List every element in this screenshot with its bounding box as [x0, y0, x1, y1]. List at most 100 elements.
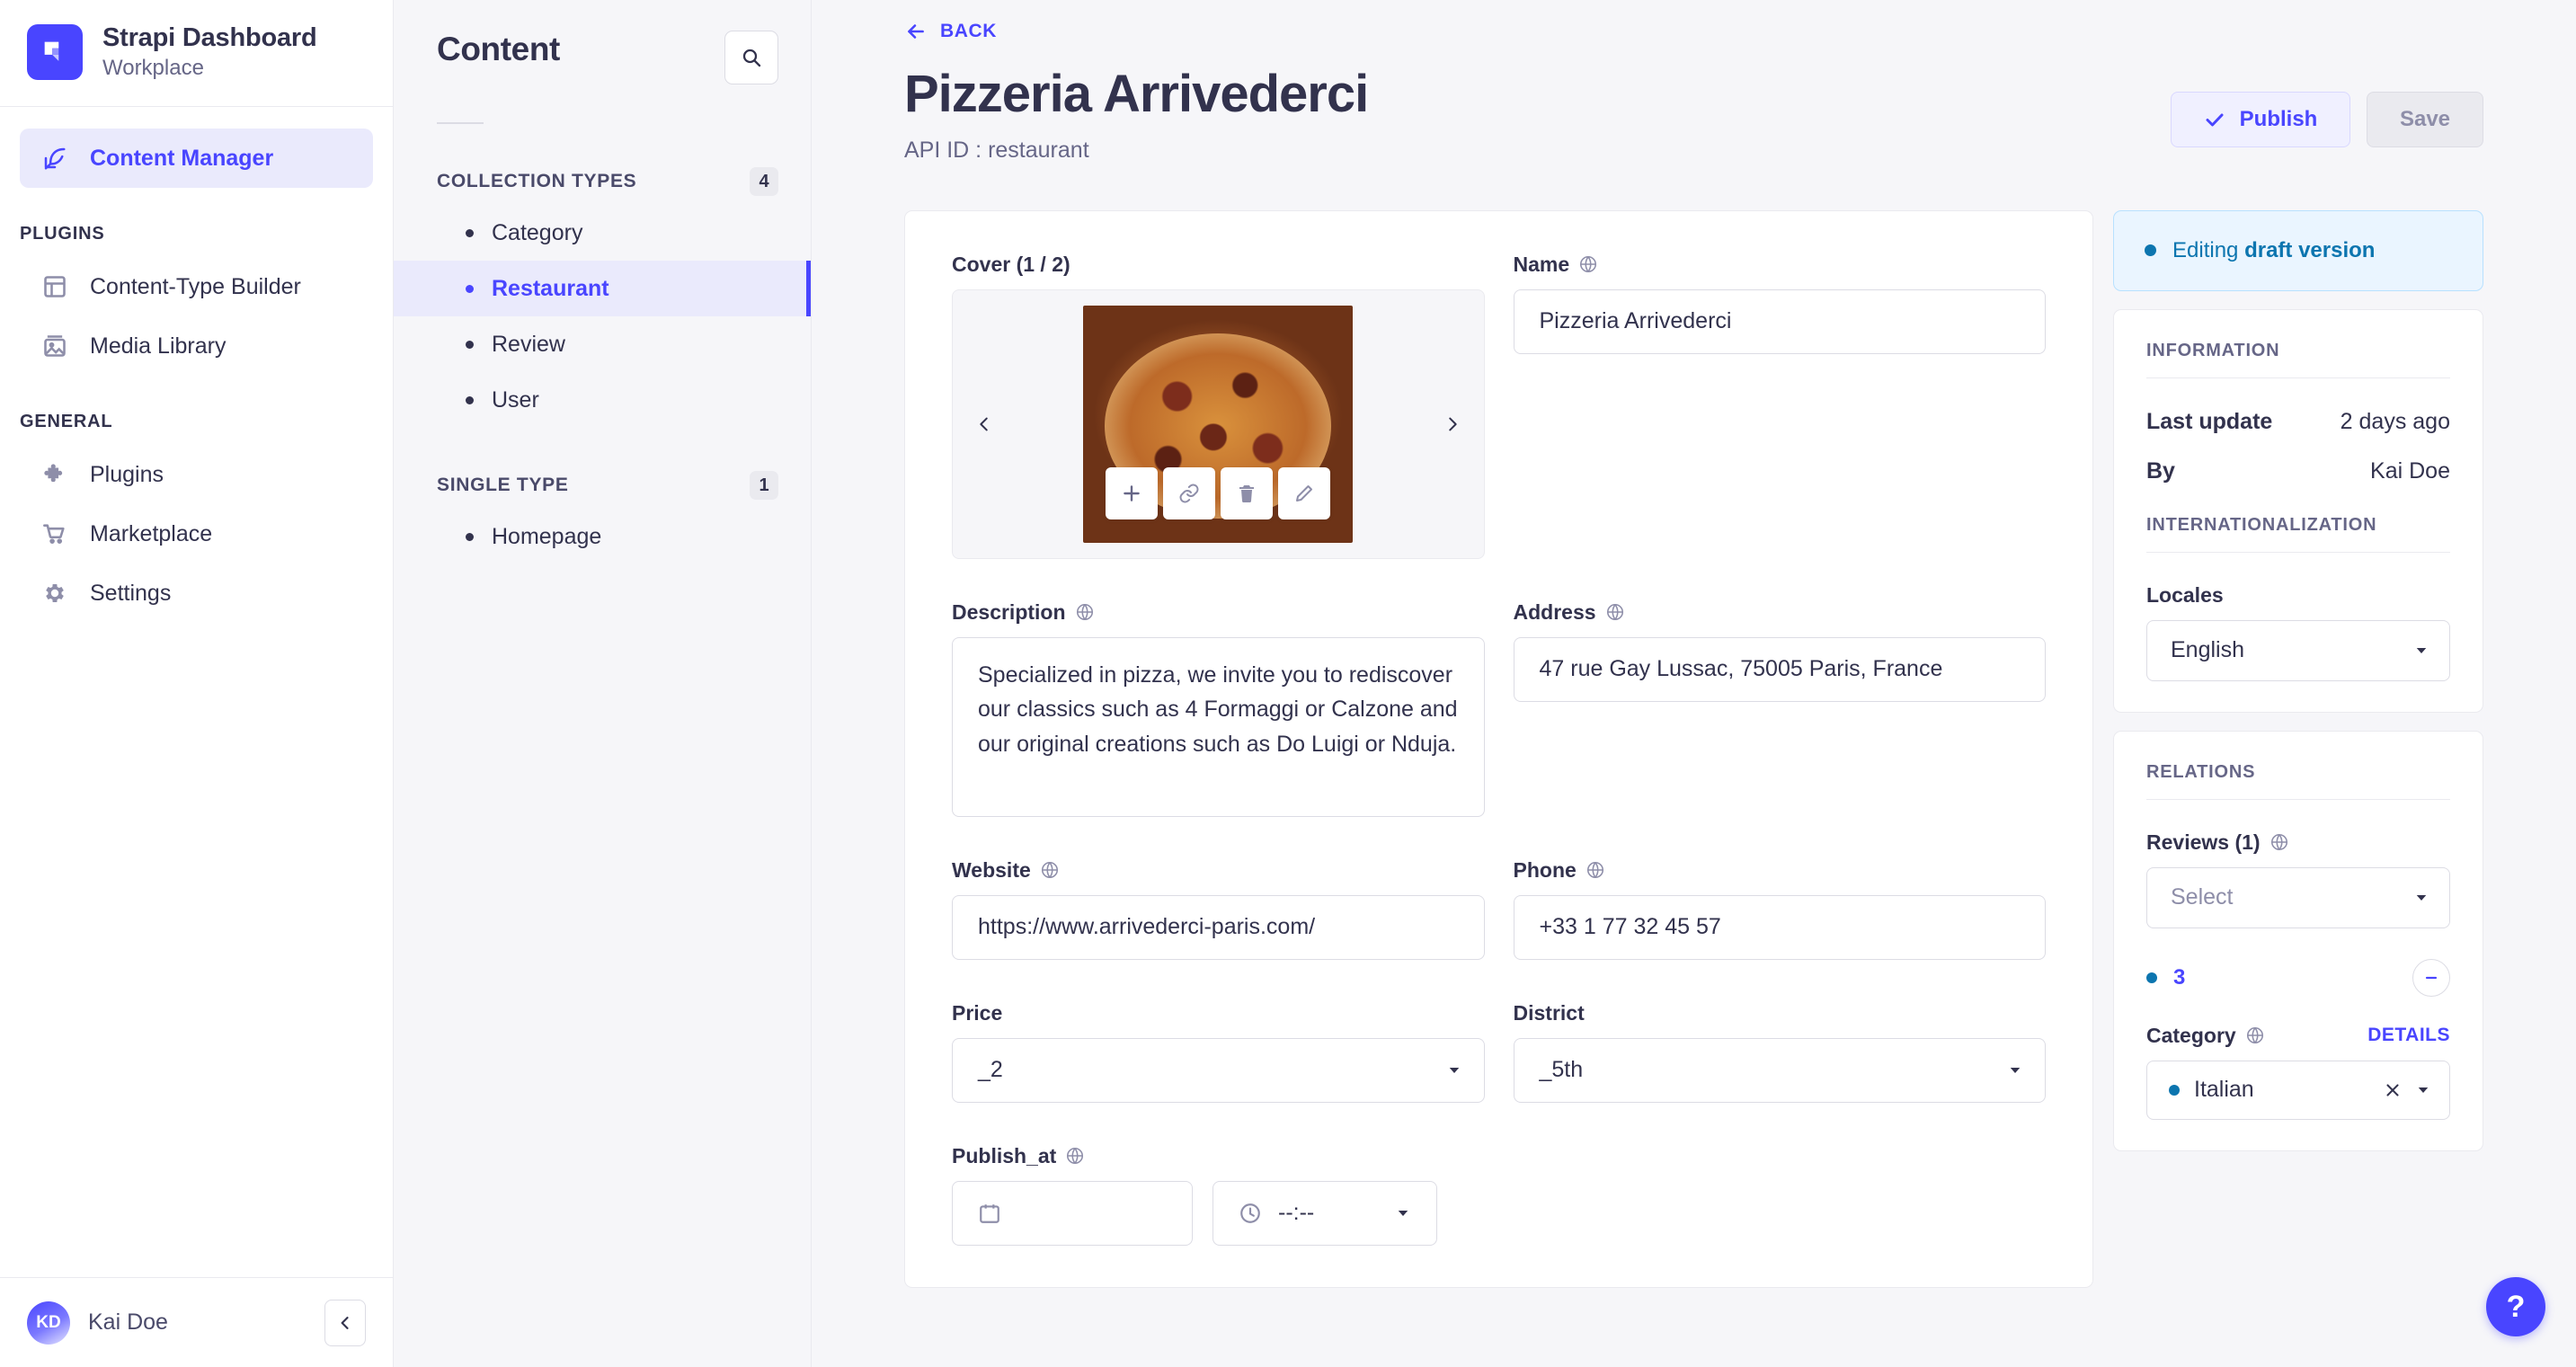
category-select[interactable]: Italian [2146, 1060, 2450, 1120]
group-count-badge: 1 [750, 471, 778, 500]
chevron-right-icon[interactable] [1437, 414, 1468, 434]
field-phone: Phone +33 1 77 32 45 57 [1513, 857, 2046, 960]
price-label: Price [952, 1001, 1485, 1025]
sidebar-item-plugins[interactable]: Plugins [20, 445, 373, 504]
category-details-link[interactable]: DETAILS [2367, 1025, 2450, 1046]
sidebar-item-content-manager[interactable]: Content Manager [20, 129, 373, 188]
content-type-item-user[interactable]: User [394, 372, 811, 428]
content-type-item-review[interactable]: Review [394, 316, 811, 372]
address-input[interactable]: 47 rue Gay Lussac, 75005 Paris, France [1513, 636, 2046, 702]
publish-at-controls: --:-- [952, 1180, 1485, 1246]
draft-status-banner: Editing draft version [2113, 209, 2483, 291]
locales-label: Locales [2146, 582, 2224, 607]
chevron-down-icon[interactable] [2415, 1082, 2431, 1098]
brand-header[interactable]: Strapi Dashboard Workplace [0, 0, 393, 107]
search-icon [741, 47, 762, 68]
address-label-text: Address [1513, 599, 1596, 624]
edit-form-card: Cover (1 / 2) [904, 209, 2093, 1288]
publish-at-date-input[interactable] [952, 1180, 1193, 1246]
gear-icon [40, 578, 70, 608]
divider [2146, 798, 2450, 800]
name-label-text: Name [1513, 252, 1570, 276]
remove-relation-button[interactable] [2412, 958, 2450, 997]
sidebar-item-label: Settings [90, 580, 172, 606]
search-button[interactable] [724, 31, 778, 84]
publish-at-time-input[interactable]: --:-- [1212, 1180, 1437, 1246]
check-icon [2204, 109, 2225, 130]
back-link[interactable]: BACK [812, 0, 997, 43]
arrow-left-icon [904, 20, 928, 43]
field-website: Website https://www.arrivederci-paris.co… [952, 858, 1485, 960]
content-type-item-category[interactable]: Category [394, 205, 811, 261]
website-input[interactable]: https://www.arrivederci-paris.com/ [952, 894, 1485, 960]
status-dot-icon [2169, 1084, 2180, 1096]
relation-item-label[interactable]: 3 [2173, 964, 2186, 990]
cover-carousel[interactable] [952, 288, 1485, 559]
sidebar-item-marketplace[interactable]: Marketplace [20, 504, 373, 564]
sidebar-item-settings[interactable]: Settings [20, 564, 373, 623]
category-header: Category DETAILS [2146, 1024, 2450, 1048]
group-label: SINGLE TYPE [437, 475, 569, 495]
close-icon[interactable] [2383, 1080, 2403, 1100]
district-select[interactable]: _5th [1513, 1037, 2046, 1103]
sidebar-item-content-type-builder[interactable]: Content-Type Builder [20, 257, 373, 316]
content-types-panel: Content COLLECTION TYPES 4 Category Rest… [394, 0, 812, 1367]
chevron-down-icon [2413, 890, 2429, 906]
name-input[interactable]: Pizzeria Arrivederci [1513, 288, 2046, 354]
phone-label-text: Phone [1513, 857, 1577, 882]
cover-toolbar [1106, 466, 1331, 519]
copy-link-button[interactable] [1163, 466, 1216, 519]
avatar[interactable]: KD [27, 1300, 70, 1345]
draft-prefix: Editing [2172, 237, 2245, 262]
sidebar-collapse-button[interactable] [324, 1299, 366, 1346]
chevron-down-icon [2413, 643, 2429, 659]
feather-icon [40, 143, 70, 173]
content-type-item-homepage[interactable]: Homepage [394, 509, 811, 564]
layout-icon [40, 271, 70, 302]
info-key: Last update [2146, 408, 2273, 434]
globe-icon [2245, 1025, 2265, 1045]
field-publish-at: Publish_at [952, 1144, 1485, 1246]
field-district: District _5th [1513, 1001, 2046, 1103]
api-id-label: API ID : restaurant [904, 137, 1089, 163]
globe-icon [2270, 832, 2289, 852]
relation-item-left: 3 [2146, 965, 2185, 990]
globe-icon [1065, 1146, 1085, 1166]
internationalization-title: INTERNATIONALIZATION [2146, 514, 2377, 535]
chevron-down-icon [1446, 1062, 1462, 1079]
bullet-icon [466, 228, 474, 237]
locale-select[interactable]: English [2146, 619, 2450, 681]
sidebar-item-media-library[interactable]: Media Library [20, 316, 373, 376]
collection-types-group-header: COLLECTION TYPES 4 [394, 124, 811, 205]
relations-card: RELATIONS Reviews (1) Select [2113, 730, 2483, 1151]
content-type-item-restaurant[interactable]: Restaurant [394, 261, 811, 316]
relations-title: RELATIONS [2146, 761, 2256, 782]
reviews-select[interactable]: Select [2146, 866, 2450, 928]
delete-asset-button[interactable] [1221, 466, 1274, 519]
sidebar-item-label: Plugins [90, 461, 164, 487]
add-asset-button[interactable] [1106, 466, 1159, 519]
puzzle-icon [40, 459, 70, 490]
description-label-text: Description [952, 599, 1066, 624]
description-textarea[interactable]: Specialized in pizza, we invite you to r… [952, 636, 1485, 817]
bullet-icon [466, 395, 474, 404]
chevron-left-icon[interactable] [969, 414, 999, 434]
publish-button[interactable]: Publish [2171, 92, 2350, 147]
content-type-label: Review [492, 331, 565, 357]
right-panel: Editing draft version INFORMATION Last u… [2113, 209, 2483, 1151]
globe-icon [1578, 254, 1598, 274]
content-type-label: Restaurant [492, 275, 609, 301]
brand-title: Strapi Dashboard [102, 23, 317, 52]
price-select[interactable]: _2 [952, 1037, 1485, 1103]
content-panel-header: Content [394, 0, 811, 84]
help-button[interactable]: ? [2486, 1277, 2545, 1336]
sidebar-section-plugins-title: PLUGINS [20, 224, 105, 244]
publish-at-label-text: Publish_at [952, 1143, 1057, 1167]
strapi-logo-icon [27, 24, 83, 80]
edit-asset-button[interactable] [1278, 466, 1331, 519]
category-chip-actions [2383, 1080, 2431, 1100]
phone-input[interactable]: +33 1 77 32 45 57 [1513, 894, 2046, 960]
publish-at-time-value: --:-- [1278, 1200, 1315, 1226]
field-cover: Cover (1 / 2) [952, 253, 1485, 559]
save-button[interactable]: Save [2367, 92, 2483, 147]
